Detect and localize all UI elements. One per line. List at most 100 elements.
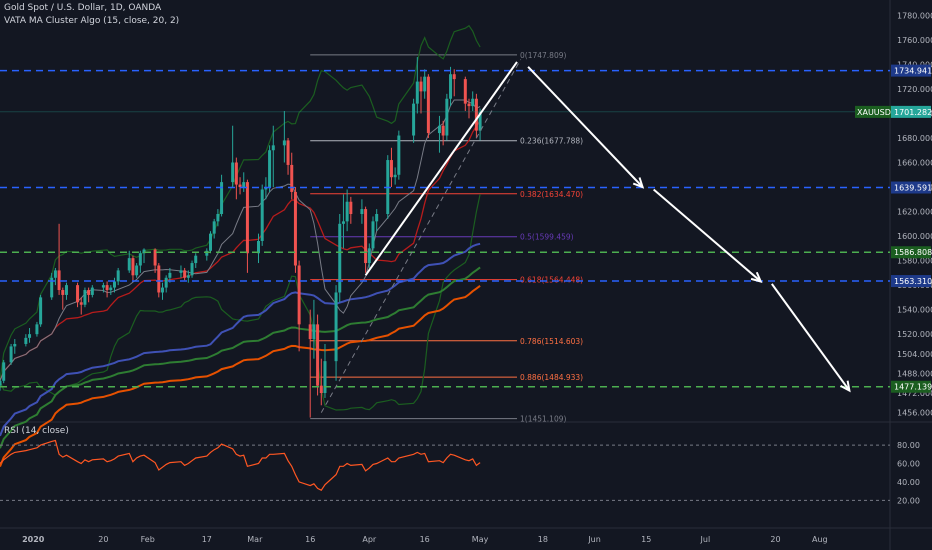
projection-arrow-head [750,271,763,283]
level-tag [891,246,931,259]
candle-body [389,160,393,178]
price-tick-label: 1472.000 [897,389,932,398]
candle-body [367,248,371,264]
candle-body [135,265,139,276]
price-tick-label: 1456.000 [897,409,932,418]
price-tick-label: 1780.000 [897,11,932,20]
candle-body [76,285,80,303]
trend-line [364,61,518,276]
rsi-tick-label: 60.00 [897,460,920,469]
level-tag [891,275,931,288]
candle-body [220,182,224,214]
candle-body [282,140,286,146]
candle-body [179,270,183,273]
time-tick-label: 17 [202,535,212,544]
candle-body [371,221,375,249]
candle-body [190,263,194,276]
candle-body [79,302,83,305]
ma-green-line [0,266,481,449]
candle-body [238,184,242,188]
level-tag-label: 1586.808 [894,248,932,257]
candle-body [312,324,316,340]
fib-level-label: 0.786(1514.603) [520,337,583,346]
time-tick-label: Apr [362,535,377,544]
candle-body [334,292,338,362]
candle-body [341,221,345,224]
time-tick-label: 20 [770,535,780,544]
ma-blue-line [0,242,481,437]
time-tick-label: 16 [420,535,430,544]
level-tag-label: 1477.139 [894,383,932,392]
candle-body [426,76,430,134]
candle-body [349,201,353,214]
candle-body [0,380,2,386]
time-tick-label: Jul [700,535,711,544]
candle-body [39,297,43,325]
candle-body [463,79,467,104]
time-tick-label: 2020 [22,535,45,544]
candle-body [323,361,327,394]
candle-body [257,240,261,254]
candle-body [131,258,135,276]
candle-body [338,223,342,293]
candle-body [397,135,401,175]
price-axis-panel [890,0,932,550]
indicator-label: VATA MA Cluster Algo (15, close, 20, 2) [4,16,180,26]
candle-body [467,103,471,107]
candle-body [449,74,453,99]
candle-body [415,81,419,104]
projection-arrow-line [771,283,851,392]
candle-body [127,258,131,271]
candle-body [160,287,164,293]
fib-level-label: 1(1451.109) [520,415,566,424]
price-tick-label: 1760.000 [897,36,932,45]
time-tick-label: 16 [305,535,315,544]
price-tick-label: 1520.000 [897,330,932,339]
price-tick-label: 1600.000 [897,232,932,241]
candle-body [35,324,39,335]
candle-body [87,290,91,295]
current-price-tag-label: 1701.282 [894,108,932,117]
candle-body [471,98,475,107]
candle-body [153,249,157,266]
candle-body [423,76,427,92]
time-tick-label: 20 [98,535,108,544]
time-tick-label: 15 [641,535,651,544]
candle-body [234,162,238,185]
rsi-line [0,439,481,491]
candle-body [245,182,249,254]
candle-body [345,201,349,222]
ma-grey-line [0,99,481,381]
candle-body [319,385,323,394]
rsi-label: RSI (14, close) [4,426,69,436]
candle-body [437,125,441,134]
fib-level-label: 0.5(1599.459) [520,233,574,242]
candle-body [2,362,6,381]
candle-body [90,287,94,295]
price-tick-label: 1540.000 [897,306,932,315]
price-tick-label: 1620.000 [897,208,932,217]
fib-level-label: 0.382(1634.470) [520,190,583,199]
time-tick-label: Feb [141,535,155,544]
candle-body [419,81,423,92]
level-tag [891,181,931,194]
candle-body [101,285,105,288]
time-tick-label: 18 [538,535,548,544]
fib-level-label: 0.236(1677.788) [520,137,583,146]
candle-body [286,140,290,165]
candle-body [478,112,482,131]
candle-body [9,346,13,363]
candle-body [212,221,216,234]
candle-body [293,191,297,266]
candle-body [168,272,172,278]
candle-body [393,174,397,178]
candle-body [316,324,320,386]
candle-body [53,270,57,278]
candle-body [268,150,272,188]
rsi-tick-label: 40.00 [897,478,920,487]
candle-body [61,290,65,295]
chart-title: Gold Spot / U.S. Dollar, 1D, OANDA [4,3,162,13]
candle-body [290,164,294,192]
candle-body [50,277,54,298]
